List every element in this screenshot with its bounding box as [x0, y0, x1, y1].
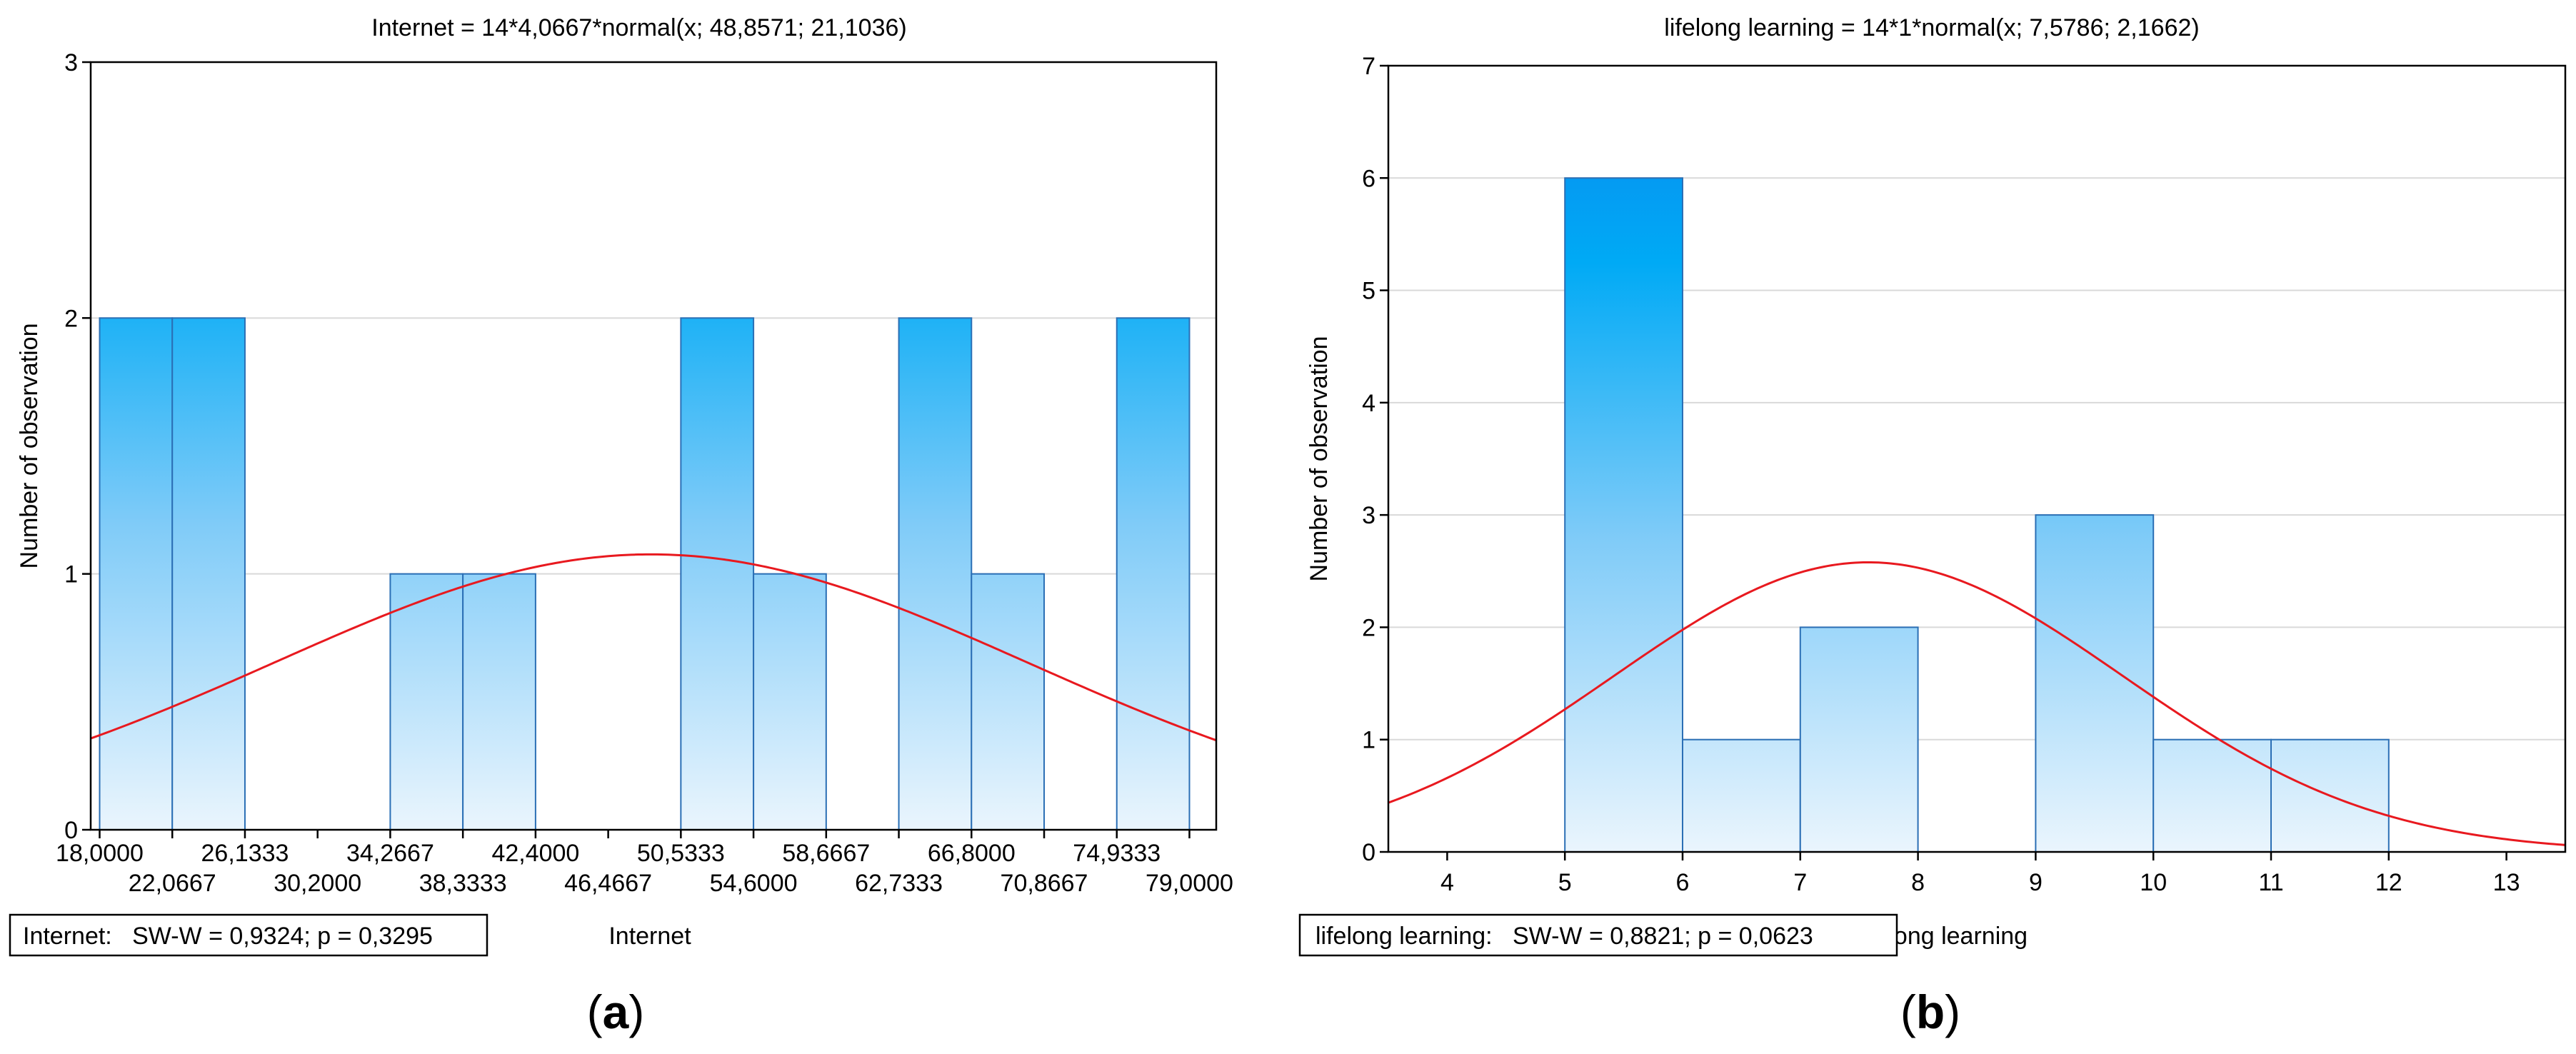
y-tick-label: 2 — [64, 305, 78, 332]
y-tick-label: 6 — [1362, 165, 1375, 192]
y-axis-label-internet: Number of observation — [16, 323, 43, 569]
y-tick-label: 1 — [64, 561, 78, 588]
x-tick-label: 70,8667 — [1001, 870, 1088, 897]
y-tick-label: 1 — [1362, 727, 1375, 754]
stats-box-lifelong-learning — [1298, 913, 1898, 957]
histogram-internet: Internet = 14*4,0667*normal(x; 48,8571; … — [9, 14, 1233, 1038]
panel-label-b: (b) — [1900, 985, 1960, 1038]
y-tick-label: 2 — [1362, 614, 1375, 641]
y-axis-ticks-lifelong-learning: 0 1 2 3 4 5 6 7 — [1362, 53, 1388, 866]
stats-text-lifelong-learning: lifelong learning: SW-W = 0,8821; p = 0,… — [1315, 923, 1813, 950]
plot-frame-internet — [89, 61, 1218, 831]
x-axis-ticks-internet: 18,0000 22,0667 26,1333 30,2000 34,2667 38,33… — [56, 830, 1233, 897]
x-tick-label: 26,1333 — [201, 840, 289, 867]
x-tick-label: 79,0000 — [1146, 870, 1233, 897]
y-tick-label: 3 — [1362, 502, 1375, 529]
x-tick-label: 11 — [2258, 869, 2283, 896]
x-tick-label: 4 — [1440, 869, 1454, 896]
histogram-bar — [389, 573, 464, 831]
histogram-lifelong-learning: lifelong learning = 14*1*normal(x; 7,578… — [1298, 14, 2567, 1038]
x-tick-label: 8 — [1911, 869, 1925, 896]
chart-title-internet: Internet = 14*4,0667*normal(x; 48,8571; … — [371, 14, 906, 41]
histogram-bar — [1116, 317, 1191, 831]
y-tick-label: 4 — [1362, 390, 1375, 417]
x-tick-label: 66,8000 — [928, 840, 1016, 867]
histogram-bar — [680, 317, 755, 831]
histogram-bar — [2035, 514, 2155, 853]
x-tick-label: 12 — [2375, 869, 2402, 896]
x-axis-ticks-lifelong-learning: 4 5 6 7 8 9 10 11 12 13 — [1440, 852, 2520, 896]
x-axis-label-internet: Internet — [608, 923, 691, 950]
x-tick-label: 58,6667 — [782, 840, 870, 867]
histogram-bar — [171, 317, 246, 831]
y-tick-label: 7 — [1362, 53, 1375, 80]
histogram-bar — [2152, 738, 2272, 853]
y-tick-label: 0 — [64, 817, 78, 844]
bars-internet — [99, 317, 1191, 831]
normal-curve-lifelong-learning — [1388, 561, 2566, 846]
x-tick-label: 54,6000 — [710, 870, 798, 897]
x-tick-label: 10 — [2140, 869, 2167, 896]
stats-text-internet: Internet: SW-W = 0,9324; p = 0,3295 — [23, 923, 433, 950]
gridlines-internet — [91, 61, 1216, 575]
x-tick-label: 9 — [2029, 869, 2043, 896]
plot-frame-lifelong-learning — [1387, 64, 2567, 853]
x-tick-label: 50,5333 — [637, 840, 725, 867]
histogram-bar — [1564, 177, 1683, 853]
x-tick-label: 6 — [1676, 869, 1690, 896]
histogram-bar — [753, 573, 827, 831]
x-tick-label: 42,4000 — [491, 840, 579, 867]
histogram-bar — [1799, 626, 1919, 853]
histogram-bar — [462, 573, 536, 831]
stats-box-internet — [9, 913, 488, 957]
histogram-bar — [99, 317, 174, 831]
x-tick-label: 5 — [1558, 869, 1572, 896]
histogram-bar — [971, 573, 1046, 831]
y-axis-ticks-internet: 0 1 2 3 — [64, 49, 91, 844]
x-tick-label: 30,2000 — [274, 870, 361, 897]
histogram-bar — [1682, 738, 1801, 853]
y-tick-label: 3 — [64, 49, 78, 76]
y-axis-label-lifelong-learning: Number of observation — [1305, 336, 1333, 582]
y-tick-label: 0 — [1362, 839, 1375, 866]
x-tick-label: 22,0667 — [129, 870, 216, 897]
histogram-bar — [898, 317, 973, 831]
x-tick-label: 62,7333 — [855, 870, 943, 897]
normal-curve-internet — [90, 553, 1217, 742]
x-tick-label: 34,2667 — [346, 840, 434, 867]
x-tick-label: 74,9333 — [1073, 840, 1161, 867]
x-tick-label: 7 — [1793, 869, 1807, 896]
y-tick-label: 5 — [1362, 278, 1375, 305]
x-tick-label: 46,4667 — [564, 870, 652, 897]
x-tick-label: 18,0000 — [56, 840, 144, 867]
panel-label-a: (a) — [587, 985, 645, 1038]
x-tick-label: 13 — [2493, 869, 2520, 896]
x-tick-label: 38,3333 — [419, 870, 507, 897]
chart-title-lifelong-learning: lifelong learning = 14*1*normal(x; 7,578… — [1664, 14, 2199, 41]
